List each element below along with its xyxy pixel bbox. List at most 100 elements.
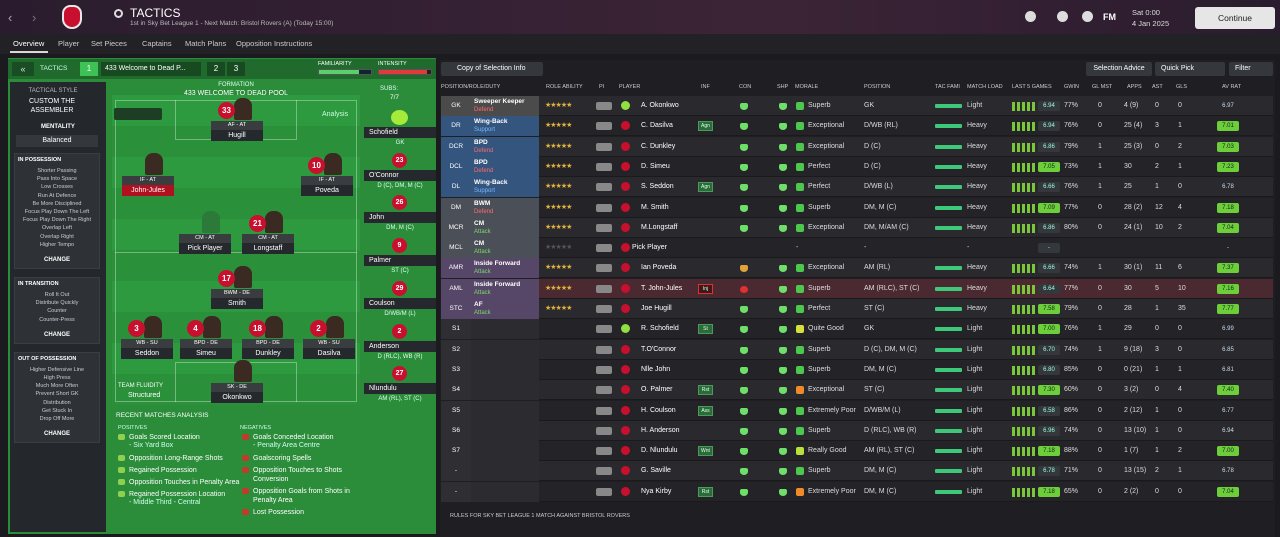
header-icon[interactable] <box>1057 11 1068 22</box>
player-name[interactable]: R. Schofield <box>641 325 679 333</box>
table-row[interactable] <box>441 177 1273 198</box>
column-header[interactable]: ROLE ABILITY <box>546 84 583 90</box>
column-header[interactable]: GWIN <box>1064 84 1079 90</box>
sub-name[interactable]: Coulson <box>364 297 436 309</box>
player-name[interactable]: Nya Kirby <box>641 487 672 495</box>
column-header[interactable]: GLS <box>1176 84 1188 90</box>
tactic-slot[interactable]: 1 <box>80 62 98 76</box>
advice-button[interactable]: Selection Advice <box>1086 62 1152 76</box>
column-header[interactable]: APPS <box>1127 84 1142 90</box>
player-name[interactable]: Pick Player <box>632 244 668 252</box>
column-header[interactable]: TAC FAMI <box>935 84 960 90</box>
back-button[interactable]: ‹ <box>8 10 13 25</box>
role-name[interactable]: Wing-Back <box>474 179 508 187</box>
player-name[interactable]: T.O'Connor <box>641 345 677 353</box>
column-header[interactable]: AV RAT <box>1222 84 1242 90</box>
player-name[interactable]: A. Okonkwo <box>641 102 679 109</box>
player-name[interactable]: S. Seddon <box>641 183 674 191</box>
role-name[interactable]: Inside Forward <box>474 280 521 288</box>
table-row[interactable] <box>441 156 1273 177</box>
column-header[interactable]: MATCH LOAD <box>967 84 1003 90</box>
change-button[interactable]: CHANGE <box>43 257 70 263</box>
table-row[interactable] <box>441 197 1273 218</box>
analysis-title[interactable]: RECENT MATCHES ANALYSIS <box>116 412 209 419</box>
tab[interactable]: Match Plans <box>185 39 227 48</box>
player-name[interactable]: Seddon <box>121 348 173 359</box>
column-header[interactable]: AST <box>1152 84 1163 90</box>
player-name[interactable]: Ian Poveda <box>641 264 677 272</box>
player-name[interactable]: H. Coulson <box>641 406 676 414</box>
player-name[interactable]: M. Smith <box>641 203 669 211</box>
table-row[interactable] <box>441 461 1273 482</box>
table-row[interactable] <box>441 96 1273 116</box>
tab[interactable]: Set Pieces <box>91 39 127 48</box>
column-header[interactable]: POSITION <box>864 84 891 90</box>
table-row[interactable] <box>441 481 1273 502</box>
collapse-button[interactable]: « <box>12 62 34 76</box>
tactic-slot[interactable]: 3 <box>227 62 245 76</box>
player-name[interactable]: Joe Hugill <box>641 305 672 312</box>
table-row[interactable] <box>441 359 1273 380</box>
table-row[interactable] <box>441 420 1273 441</box>
player-name[interactable]: Dunkley <box>242 348 294 359</box>
tab[interactable]: Player <box>58 39 80 48</box>
header-icon[interactable] <box>1082 11 1093 22</box>
player-name[interactable]: Smith <box>211 298 263 309</box>
tab[interactable]: Opposition Instructions <box>236 39 313 48</box>
player-name[interactable]: D. Simeu <box>641 162 670 170</box>
column-header[interactable]: GL MST <box>1092 84 1113 90</box>
table-row[interactable] <box>441 380 1273 401</box>
player-name[interactable]: John-Jules <box>122 185 174 196</box>
column-header[interactable]: LAST 5 GAMES <box>1012 84 1052 90</box>
column-header[interactable]: CON <box>739 84 752 90</box>
role-name[interactable]: CM <box>474 240 485 248</box>
sub-name[interactable]: O'Connor <box>364 169 436 181</box>
table-row[interactable] <box>441 400 1273 421</box>
sub-name[interactable]: Anderson <box>364 340 436 352</box>
table-row[interactable] <box>441 299 1273 319</box>
player-name[interactable]: T. John-Jules <box>641 284 683 292</box>
role-name[interactable]: Sweeper Keeper <box>474 98 525 105</box>
mentality-select[interactable]: Balanced <box>16 135 98 147</box>
change-button[interactable]: CHANGE <box>43 431 70 438</box>
player-name[interactable]: Longstaff <box>242 243 294 254</box>
sub-name[interactable]: Nlundulu <box>364 383 436 395</box>
fm-button[interactable]: FM <box>1103 12 1116 22</box>
player-name[interactable]: Okonkwo <box>211 392 263 403</box>
role-name[interactable]: BPD <box>474 158 488 166</box>
table-row[interactable] <box>441 278 1273 299</box>
table-row[interactable] <box>441 339 1273 360</box>
analysis-toggle[interactable]: Analysis <box>322 111 349 118</box>
sub-name[interactable]: Schofield <box>364 127 436 138</box>
table-row[interactable] <box>441 319 1273 340</box>
role-name[interactable]: BPD <box>474 138 488 146</box>
column-header[interactable]: INF <box>701 84 710 90</box>
tab[interactable]: Captains <box>142 39 172 48</box>
column-header[interactable]: MORALE <box>795 84 819 90</box>
column-header[interactable]: SHP <box>777 84 789 90</box>
copy-button[interactable]: Copy of Selection Info <box>441 62 543 76</box>
table-row[interactable] <box>441 136 1273 157</box>
player-name[interactable]: C. Dunkley <box>641 142 676 150</box>
role-name[interactable]: BWM <box>474 199 491 207</box>
player-name[interactable]: G. Saville <box>641 467 671 475</box>
table-row[interactable] <box>441 217 1273 238</box>
sub-name[interactable]: Palmer <box>364 255 436 267</box>
column-header[interactable]: PI <box>599 84 605 90</box>
pitch-tools[interactable] <box>114 108 162 120</box>
player-name[interactable]: Pick Player <box>179 243 231 254</box>
role-name[interactable]: Wing-Back <box>474 118 508 126</box>
tactic-slot[interactable]: 2 <box>207 62 225 76</box>
player-name[interactable]: Nlle John <box>641 365 671 373</box>
table-row[interactable] <box>441 441 1273 462</box>
header-icon[interactable] <box>1025 11 1036 22</box>
sub-name[interactable]: John <box>364 212 436 224</box>
column-header[interactable]: POSITION/ROLE/DUTY <box>441 84 501 90</box>
player-name[interactable]: Dasilva <box>303 348 355 359</box>
player-name[interactable]: H. Anderson <box>641 426 680 434</box>
table-row[interactable] <box>441 238 1273 259</box>
player-name[interactable]: Poveda <box>301 185 353 196</box>
player-name[interactable]: M.Longstaff <box>641 223 678 231</box>
player-name[interactable]: D. Nlundulu <box>641 447 678 455</box>
continue-button[interactable]: Continue <box>1195 7 1275 29</box>
